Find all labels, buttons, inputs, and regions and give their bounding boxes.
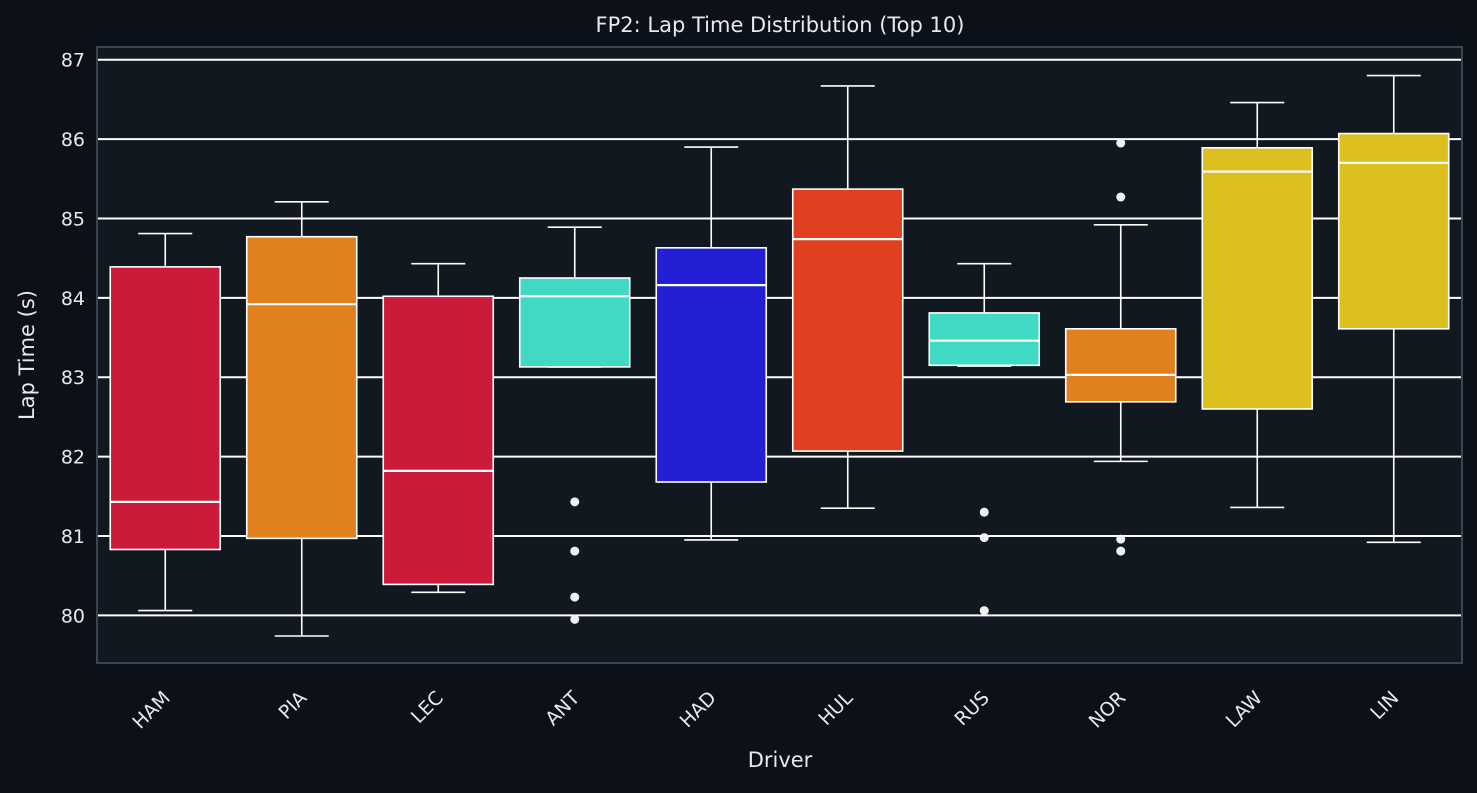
outlier-point (570, 546, 580, 556)
outlier-point (1116, 192, 1126, 202)
y-tick-label: 83 (61, 367, 85, 389)
box-had (655, 146, 768, 541)
box-nor (1064, 138, 1177, 556)
iqr-box (382, 295, 495, 586)
box-lin (1337, 74, 1450, 544)
y-tick-label: 81 (61, 526, 85, 548)
outlier-point (979, 606, 989, 616)
box-ant (518, 226, 631, 624)
iqr-box (791, 188, 904, 452)
box-ham (109, 232, 222, 612)
outlier-point (1116, 138, 1126, 148)
iqr-box (1337, 132, 1450, 330)
box-lec (382, 262, 495, 594)
box-hul (791, 85, 904, 510)
iqr-box (1064, 328, 1177, 403)
y-tick-label: 80 (61, 605, 85, 627)
outlier-point (979, 507, 989, 517)
y-axis-label: Lap Time (s) (15, 290, 39, 420)
outlier-point (570, 497, 580, 507)
box-rus (928, 262, 1041, 616)
iqr-box (928, 312, 1041, 367)
iqr-box (245, 235, 358, 540)
box-law (1201, 101, 1314, 509)
y-tick-label: 87 (61, 50, 85, 72)
y-tick-label: 86 (61, 129, 85, 151)
chart-title: FP2: Lap Time Distribution (Top 10) (596, 13, 965, 37)
outlier-point (979, 533, 989, 543)
y-tick-label: 85 (61, 208, 85, 230)
y-tick-label: 84 (61, 288, 85, 310)
outlier-point (1116, 546, 1126, 556)
iqr-box (1201, 147, 1314, 410)
outlier-point (570, 614, 580, 624)
y-tick-label: 82 (61, 447, 85, 469)
iqr-box (655, 247, 768, 483)
iqr-box (109, 266, 222, 551)
outlier-point (570, 592, 580, 602)
outlier-point (1116, 534, 1126, 544)
x-axis-label: Driver (748, 748, 813, 772)
box-pia (245, 200, 358, 637)
iqr-box (518, 277, 631, 368)
